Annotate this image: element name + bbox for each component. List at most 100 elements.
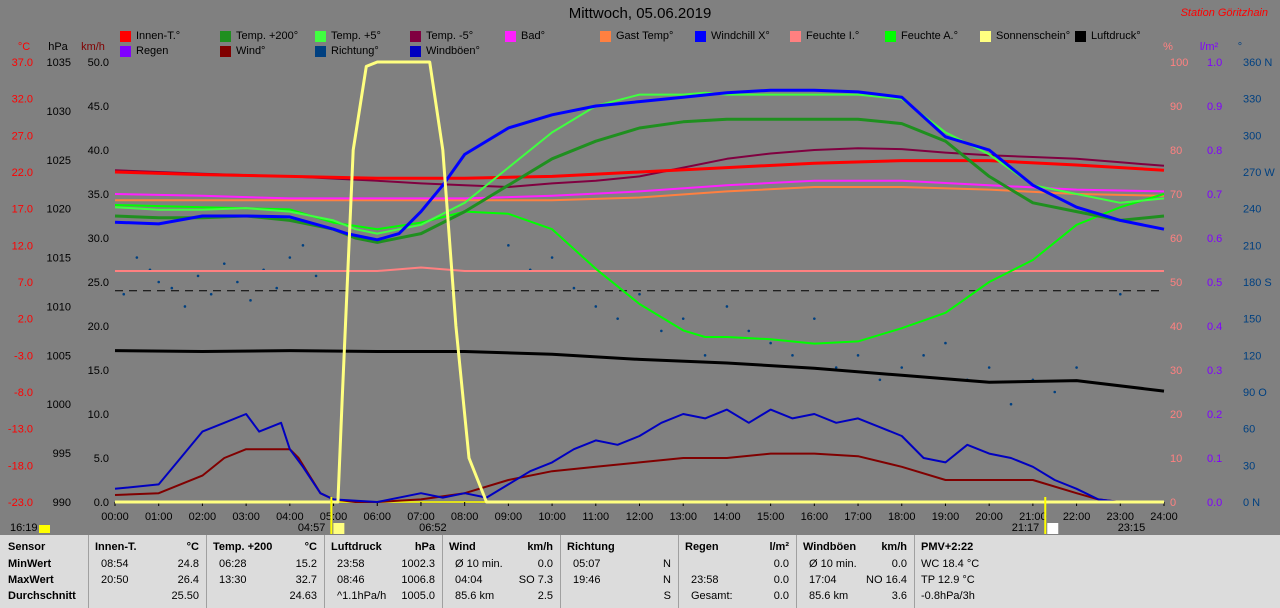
rain-tick-label: 0.3 — [1207, 365, 1222, 377]
x-tick-label: 17:00 — [844, 511, 872, 523]
rain-tick-label: 0.8 — [1207, 145, 1222, 157]
col-luft-cell-value: 1002.3 — [401, 558, 435, 570]
legend-item: Innen-T.° — [120, 30, 180, 42]
direction-point — [572, 286, 576, 290]
rain-tick-label: 0.5 — [1207, 277, 1222, 289]
direction-point — [550, 256, 554, 259]
col-richtung-cell-value: S — [663, 590, 671, 602]
legend-item: Temp. -5° — [410, 30, 473, 42]
col-boeen-cell-label: 17:04 — [809, 574, 837, 586]
direction-point — [236, 280, 239, 284]
direction-point — [834, 366, 838, 369]
temp-tick-label: -8.0 — [14, 387, 33, 399]
series-line-wind- — [114, 448, 1164, 503]
station-name: Station Göritzhain — [1180, 7, 1268, 19]
legend-item: Sonnenschein° — [980, 30, 1070, 42]
direction-point — [249, 299, 252, 302]
col-temp200-cell-value: 32.7 — [295, 574, 317, 586]
direction-point — [944, 341, 947, 345]
legend-label: Innen-T.° — [136, 30, 181, 42]
direction-tick-label: 120 — [1243, 350, 1261, 362]
col-innen-cell-value: 25.50 — [171, 590, 199, 602]
x-tick-label: 05:00 — [320, 511, 348, 523]
direction-point — [507, 244, 510, 247]
direction-tick-label: 150 — [1243, 314, 1261, 326]
wind-tick-label: 25.0 — [88, 277, 109, 289]
legend-swatch — [120, 30, 131, 42]
wind-tick-label: 35.0 — [88, 189, 109, 201]
time-markers: 16:19 04:57 06:52 21:17 23:15 — [10, 497, 1145, 534]
temp-tick-label: -3.0 — [14, 350, 33, 362]
x-tick-label: 13:00 — [669, 511, 697, 523]
col-luft-unit: hPa — [414, 541, 435, 553]
axes: 00:00 01:00 02:00 03:00 04:00 05:00 06:00 07:00… — [8, 41, 1275, 523]
wind-tick-label: 50.0 — [88, 57, 109, 69]
col-pmv-cell: -0.8hPa/3h — [921, 590, 975, 602]
legend-item: Luftdruck° — [1075, 30, 1141, 42]
direction-point — [703, 354, 707, 357]
direction-point — [813, 317, 816, 320]
direction-point — [196, 274, 200, 278]
humidity-tick-label: 10 — [1170, 453, 1182, 465]
wind-tick-label: 20.0 — [88, 321, 109, 333]
legend-label: Temp. +200° — [236, 30, 299, 42]
humidity-tick-label: 30 — [1170, 365, 1182, 377]
col-boeen-cell-label: 85.6 km — [809, 590, 849, 602]
x-tick-label: 21:00 — [1019, 511, 1047, 523]
legend-label: Bad° — [521, 30, 545, 42]
humidity-tick-label: 50 — [1170, 277, 1182, 289]
legend-label: Temp. -5° — [426, 30, 474, 42]
legend-item: Windböen° — [410, 45, 480, 57]
humidity-tick-label: 90 — [1170, 101, 1182, 113]
x-tick-label: 08:00 — [451, 511, 479, 523]
col-innen: Innen-T. °C 08:54 24.8 20:50 26.4 25.50 — [88, 535, 207, 608]
direction-point — [135, 256, 139, 259]
legend-swatch — [695, 30, 706, 42]
series-line-temp-5- — [114, 147, 1165, 188]
legend-swatch — [315, 45, 326, 57]
legend-item: Richtung° — [315, 45, 379, 57]
col-pmv: PMV+2:22 WC 18.4 °C TP 12.9 °C -0.8hPa/3h — [914, 535, 1280, 608]
direction-point — [209, 292, 213, 296]
humidity-unit-label: % — [1163, 41, 1173, 53]
col-innen-title: Innen-T. — [95, 541, 137, 553]
col-regen-title: Regen — [685, 541, 719, 553]
col-regen: Regen l/m² 0.0 23:58 0.0 Gesamt: 0.0 — [678, 535, 797, 608]
pressure-tick-label: 1030 — [47, 106, 71, 118]
row-label-min: MinWert — [8, 558, 52, 570]
col-temp200: Temp. +200 °C 06:28 15.2 13:30 32.7 24.63 — [206, 535, 325, 608]
col-luft-cell-label: ^1.1hPa/h — [337, 590, 387, 602]
legend-item: Gast Temp° — [600, 30, 673, 42]
chart-title: Mittwoch, 05.06.2019 — [568, 5, 712, 22]
col-richtung-cell-value: N — [663, 574, 671, 586]
col-luft-cell-value: 1006.8 — [401, 574, 435, 586]
row-label-avg: Durchschnitt — [8, 590, 76, 602]
x-tick-label: 00:00 — [101, 511, 129, 523]
pressure-tick-label: 1005 — [47, 350, 71, 362]
col-pmv-cell: WC 18.4 °C — [921, 558, 980, 570]
x-tick-label: 09:00 — [495, 511, 523, 523]
col-regen-cell-value: 0.0 — [773, 558, 789, 570]
rain-tick-label: 0.4 — [1207, 321, 1222, 333]
wind-tick-label: 30.0 — [88, 233, 109, 245]
direction-point — [222, 262, 226, 265]
col-boeen-cell-value: 0.0 — [891, 558, 907, 570]
direction-point — [681, 317, 685, 320]
pressure-tick-label: 1000 — [47, 399, 71, 411]
rain-tick-label: 0.7 — [1207, 189, 1222, 201]
col-richtung-cell-value: N — [663, 558, 671, 570]
legend-item: Wind° — [220, 45, 265, 57]
direction-point — [660, 329, 663, 333]
series-layer — [114, 60, 1165, 504]
humidity-tick-label: 70 — [1170, 189, 1182, 201]
col-boeen-title: Windböen — [803, 541, 857, 553]
direction-tick-label: 30 — [1243, 460, 1255, 472]
x-tick-label: 01:00 — [145, 511, 173, 523]
left-marker-label: 16:19 — [10, 522, 38, 534]
temp-tick-label: 12.0 — [12, 240, 33, 252]
legend-label: Richtung° — [331, 45, 379, 57]
direction-point — [288, 256, 292, 259]
pressure-tick-label: 1010 — [47, 301, 71, 313]
legend-swatch — [1075, 30, 1086, 42]
legend-label: Wind° — [236, 45, 266, 57]
